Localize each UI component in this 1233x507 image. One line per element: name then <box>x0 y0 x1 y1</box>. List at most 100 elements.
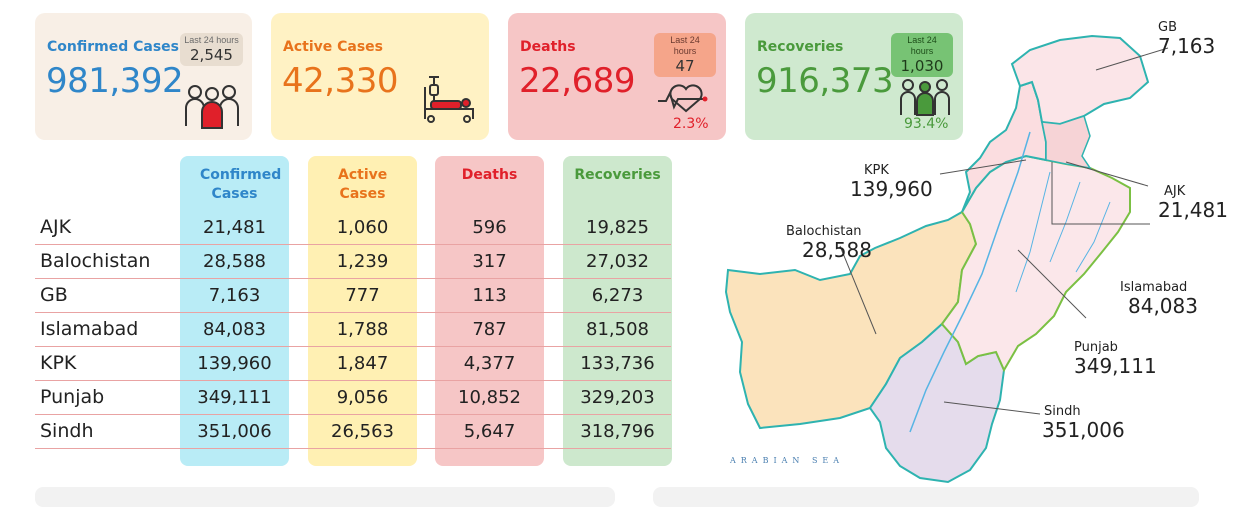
recoveries-title: Recoveries <box>757 39 844 55</box>
deaths-badge: Last 24 hours 47 <box>654 33 716 77</box>
deaths-badge-value: 47 <box>675 57 695 75</box>
row-deaths: 10,852 <box>458 387 521 408</box>
map-label-value: 7,163 <box>1158 34 1216 58</box>
row-confirmed: 21,481 <box>203 217 266 238</box>
deaths-value: 22,689 <box>519 61 635 101</box>
deaths-card: Deaths 22,689 Last 24 hours 47 2.3% <box>508 13 726 140</box>
river-branch <box>1075 201 1111 273</box>
map-label-ajk: AJK 21,481 <box>1158 184 1228 221</box>
row-active: 26,563 <box>331 421 394 442</box>
table-row: GB 7,163 777 113 6,273 <box>35 279 671 313</box>
recoveries-badge: Last 24 hours 1,030 <box>891 33 953 77</box>
row-region-name: GB <box>40 284 68 306</box>
row-confirmed: 349,111 <box>197 387 272 408</box>
map-label-name: AJK <box>1164 184 1186 199</box>
table-row: Islamabad 84,083 1,788 787 81,508 <box>35 313 671 347</box>
heartbeat-icon <box>658 84 708 113</box>
map-label-balochistan: Balochistan 28,588 <box>786 224 872 261</box>
confirmed-badge-value: 2,545 <box>190 46 233 64</box>
recoveries-badge-label: Last 24 hours <box>907 35 937 56</box>
table-row: KPK 139,960 1,847 4,377 133,736 <box>35 347 671 381</box>
indus-river <box>909 131 1031 433</box>
table-row: Balochistan 28,588 1,239 317 27,032 <box>35 245 671 279</box>
pakistan-map: GB 7,163 KPK 139,960 AJK 21,481 Balochis… <box>700 12 1233 498</box>
row-region-name: KPK <box>40 352 77 374</box>
row-confirmed: 84,083 <box>203 319 266 340</box>
active-title: Active Cases <box>283 39 384 55</box>
map-label-value: 349,111 <box>1074 354 1157 378</box>
row-confirmed: 7,163 <box>208 285 261 306</box>
row-recoveries: 27,032 <box>586 251 649 272</box>
row-recoveries: 81,508 <box>586 319 649 340</box>
row-deaths: 317 <box>472 251 507 272</box>
deaths-column-header: Deaths <box>461 167 518 183</box>
row-recoveries: 6,273 <box>591 285 644 306</box>
map-label-sindh: Sindh 351,006 <box>1042 404 1125 441</box>
map-label-name: Sindh <box>1044 404 1081 419</box>
recovered-people-icon <box>900 79 950 116</box>
hospital-bed-icon <box>424 76 474 123</box>
recoveries-pct: 93.4% <box>904 116 949 132</box>
confirmed-card: Confirmed Cases 981,392 Last 24 hours 2,… <box>35 13 252 140</box>
river-branch <box>1015 171 1051 293</box>
active-value: 42,330 <box>282 61 398 101</box>
map-label-name: Islamabad <box>1120 280 1188 295</box>
map-label-punjab: Punjab 349,111 <box>1074 340 1157 377</box>
confirmed-column-header: Confirmed Cases <box>200 167 282 202</box>
row-recoveries: 318,796 <box>580 421 655 442</box>
row-region-name: AJK <box>40 216 72 238</box>
row-recoveries: 133,736 <box>580 353 655 374</box>
confirmed-badge: Last 24 hours 2,545 <box>180 33 243 66</box>
map-label-value: 139,960 <box>850 177 933 201</box>
confirmed-value: 981,392 <box>46 61 184 101</box>
map-label-gb: GB 7,163 <box>1158 20 1215 57</box>
table-row: Sindh 351,006 26,563 5,647 318,796 <box>35 415 671 449</box>
recoveries-badge-value: 1,030 <box>900 57 944 75</box>
arabian-sea-label: ARABIAN SEA <box>730 456 845 465</box>
deaths-badge-label: Last 24 hours <box>670 35 700 56</box>
river-branch <box>1049 181 1081 263</box>
map-label-value: 351,006 <box>1042 418 1125 442</box>
map-label-name: Balochistan <box>786 224 862 239</box>
bottom-panel-left <box>35 487 615 507</box>
map-label-name: Punjab <box>1074 340 1118 355</box>
confirmed-title: Confirmed Cases <box>47 39 180 55</box>
row-region-name: Sindh <box>40 420 94 442</box>
people-group-icon <box>185 85 239 129</box>
recoveries-card: Recoveries 916,373 Last 24 hours 1,030 9… <box>745 13 963 140</box>
recoveries-column-header: Recoveries <box>574 167 661 183</box>
row-deaths: 787 <box>472 319 507 340</box>
deaths-pct: 2.3% <box>673 116 709 132</box>
row-region-name: Balochistan <box>40 250 151 272</box>
map-label-kpk: KPK 139,960 <box>850 163 933 200</box>
gb-region <box>1010 34 1150 126</box>
row-active: 9,056 <box>336 387 389 408</box>
map-label-value: 28,588 <box>802 238 872 262</box>
row-recoveries: 329,203 <box>580 387 655 408</box>
map-label-name: GB <box>1158 20 1177 35</box>
row-active: 1,239 <box>336 251 389 272</box>
row-active: 1,788 <box>336 319 389 340</box>
row-confirmed: 28,588 <box>203 251 266 272</box>
map-label-value: 21,481 <box>1158 198 1228 222</box>
row-deaths: 4,377 <box>463 353 516 374</box>
table-row: Punjab 349,111 9,056 10,852 329,203 <box>35 381 671 415</box>
recoveries-value: 916,373 <box>756 61 894 101</box>
confirmed-badge-label: Last 24 hours <box>184 35 239 45</box>
map-regions <box>724 34 1169 484</box>
row-recoveries: 19,825 <box>586 217 649 238</box>
map-label-value: 84,083 <box>1128 294 1198 318</box>
row-confirmed: 351,006 <box>197 421 272 442</box>
row-active: 1,060 <box>336 217 389 238</box>
row-deaths: 113 <box>472 285 507 306</box>
deaths-title: Deaths <box>520 39 576 55</box>
ajk-region <box>1041 115 1092 170</box>
row-deaths: 5,647 <box>463 421 516 442</box>
active-column-header: Active Cases <box>338 167 388 202</box>
table-row: AJK 21,481 1,060 596 19,825 <box>35 211 671 245</box>
map-label-islamabad: Islamabad 84,083 <box>1120 280 1198 317</box>
row-confirmed: 139,960 <box>197 353 272 374</box>
row-region-name: Punjab <box>40 386 105 408</box>
map-label-name: KPK <box>864 163 889 178</box>
row-active: 1,847 <box>336 353 389 374</box>
